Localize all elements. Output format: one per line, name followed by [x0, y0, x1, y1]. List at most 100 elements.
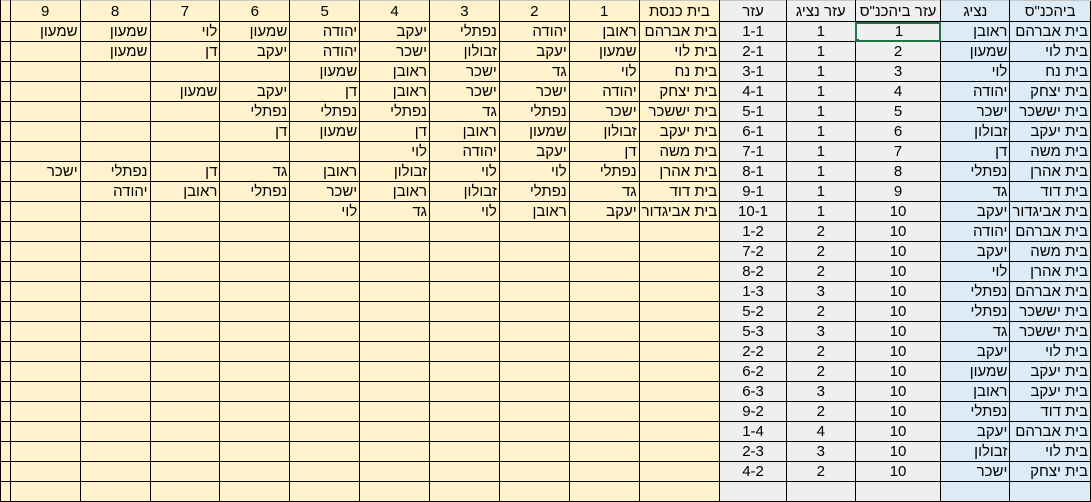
schedule-cell[interactable]	[149, 461, 221, 482]
shul-cell[interactable]: בית יצחק	[1009, 81, 1091, 102]
schedule-cell[interactable]: ראובן	[149, 181, 221, 202]
representative-cell[interactable]: יהודה	[940, 221, 1011, 242]
shul-cell[interactable]: בית יששכר	[1009, 321, 1091, 342]
shul-helper-cell[interactable]	[854, 481, 942, 502]
schedule-cell[interactable]	[219, 281, 291, 302]
schedule-cell[interactable]: יהודה	[568, 81, 640, 102]
schedule-cell[interactable]	[79, 401, 151, 422]
representative-cell[interactable]: נפתלי	[940, 301, 1011, 322]
synagogue-cell[interactable]	[638, 401, 721, 422]
schedule-cell[interactable]	[149, 121, 221, 142]
schedule-cell[interactable]	[568, 301, 640, 322]
representative-cell[interactable]: לוי	[940, 61, 1011, 82]
rep-helper-cell[interactable]: 1	[785, 41, 856, 62]
schedule-cell[interactable]	[429, 281, 500, 302]
schedule-cell[interactable]: ראובן	[568, 21, 640, 42]
synagogue-cell[interactable]: בית יעקב	[638, 121, 721, 142]
schedule-cell[interactable]: דן	[289, 81, 361, 102]
representative-cell[interactable]	[940, 481, 1011, 502]
rep-helper-cell[interactable]: 1	[785, 81, 856, 102]
schedule-cell[interactable]: נפתלי	[498, 181, 570, 202]
schedule-cell[interactable]	[359, 361, 430, 382]
schedule-cell[interactable]	[149, 441, 221, 462]
schedule-cell[interactable]	[498, 341, 570, 362]
synagogue-cell[interactable]: בית משה	[638, 141, 721, 162]
schedule-cell[interactable]	[429, 481, 500, 502]
representative-cell[interactable]: נפתלי	[940, 281, 1011, 302]
schedule-cell[interactable]: דן	[149, 41, 221, 62]
schedule-cell[interactable]	[219, 221, 291, 242]
shul-helper-cell[interactable]: 1	[854, 21, 942, 42]
shul-cell[interactable]: בית אביגדור	[1009, 201, 1091, 222]
schedule-cell[interactable]	[289, 381, 361, 402]
schedule-cell-partial[interactable]	[0, 361, 11, 382]
shul-helper-cell[interactable]: 10	[854, 321, 942, 342]
shul-cell[interactable]: בית משה	[1009, 141, 1091, 162]
shul-helper-cell[interactable]: 9	[854, 181, 942, 202]
schedule-cell[interactable]: לוי	[429, 161, 500, 182]
schedule-cell[interactable]: ישכר	[359, 41, 430, 62]
schedule-cell-partial[interactable]	[0, 161, 11, 182]
representative-cell[interactable]: ראובן	[940, 381, 1011, 402]
schedule-cell[interactable]	[289, 481, 361, 502]
schedule-cell-partial[interactable]	[0, 341, 11, 362]
schedule-cell[interactable]	[498, 481, 570, 502]
rep-helper-cell[interactable]: 1	[785, 161, 856, 182]
helper-cell[interactable]: 2-1	[719, 41, 787, 62]
representative-cell[interactable]: גד	[940, 181, 1011, 202]
schedule-cell[interactable]	[498, 241, 570, 262]
schedule-cell[interactable]	[9, 281, 81, 302]
column-header[interactable]: 2	[498, 0, 570, 22]
schedule-cell-partial[interactable]	[0, 261, 11, 282]
schedule-cell[interactable]: זבולון	[568, 121, 640, 142]
schedule-cell[interactable]	[9, 301, 81, 322]
schedule-cell[interactable]	[289, 401, 361, 422]
schedule-cell[interactable]	[79, 261, 151, 282]
synagogue-cell[interactable]	[638, 341, 721, 362]
shul-helper-cell[interactable]: 10	[854, 281, 942, 302]
schedule-cell[interactable]	[429, 381, 500, 402]
rep-helper-cell[interactable]: 2	[785, 301, 856, 322]
schedule-cell[interactable]: גד	[219, 161, 291, 182]
shul-cell[interactable]: בית דוד	[1009, 401, 1091, 422]
schedule-cell[interactable]	[359, 301, 430, 322]
helper-cell[interactable]: 4-1	[719, 81, 787, 102]
shul-cell[interactable]: בית יששכר	[1009, 101, 1091, 122]
schedule-cell[interactable]	[79, 341, 151, 362]
schedule-cell[interactable]	[9, 221, 81, 242]
schedule-cell[interactable]	[219, 301, 291, 322]
synagogue-cell[interactable]	[638, 261, 721, 282]
synagogue-cell[interactable]	[638, 461, 721, 482]
shul-helper-cell[interactable]: 10	[854, 221, 942, 242]
representative-cell[interactable]: שמעון	[940, 41, 1011, 62]
schedule-cell[interactable]: זבולון	[429, 181, 500, 202]
synagogue-cell[interactable]	[638, 321, 721, 342]
rep-helper-cell[interactable]: 1	[785, 121, 856, 142]
schedule-cell[interactable]	[429, 401, 500, 422]
schedule-cell-partial[interactable]	[0, 241, 11, 262]
schedule-cell[interactable]	[289, 421, 361, 442]
schedule-cell[interactable]	[149, 321, 221, 342]
schedule-cell[interactable]	[149, 481, 221, 502]
schedule-cell[interactable]	[568, 321, 640, 342]
representative-cell[interactable]: יעקב	[940, 341, 1011, 362]
schedule-cell[interactable]	[149, 401, 221, 422]
schedule-cell[interactable]	[568, 261, 640, 282]
schedule-cell[interactable]: יעקב	[219, 41, 291, 62]
helper-cell[interactable]: 4-2	[719, 461, 787, 482]
schedule-cell-partial[interactable]	[0, 301, 11, 322]
schedule-cell[interactable]	[149, 241, 221, 262]
schedule-cell[interactable]: גד	[429, 101, 500, 122]
schedule-cell-partial[interactable]	[0, 201, 11, 222]
schedule-cell[interactable]	[289, 301, 361, 322]
schedule-cell[interactable]	[79, 241, 151, 262]
schedule-cell[interactable]	[79, 381, 151, 402]
schedule-cell[interactable]	[429, 341, 500, 362]
schedule-cell[interactable]	[79, 421, 151, 442]
synagogue-cell[interactable]: בית אביגדור	[638, 201, 721, 222]
schedule-cell[interactable]	[9, 141, 81, 162]
schedule-cell[interactable]	[289, 321, 361, 342]
schedule-cell[interactable]	[359, 221, 430, 242]
helper-cell[interactable]: 6-1	[719, 121, 787, 142]
helper-cell[interactable]	[719, 481, 787, 502]
